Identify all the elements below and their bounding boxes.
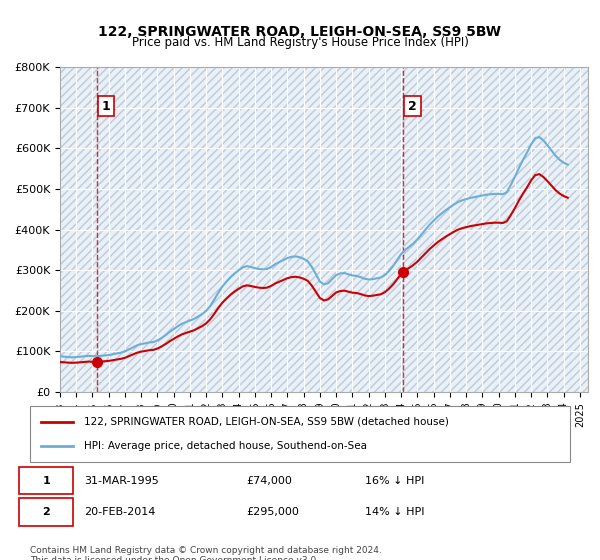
- Text: 2: 2: [43, 507, 50, 517]
- Text: 20-FEB-2014: 20-FEB-2014: [84, 507, 155, 517]
- Text: 122, SPRINGWATER ROAD, LEIGH-ON-SEA, SS9 5BW (detached house): 122, SPRINGWATER ROAD, LEIGH-ON-SEA, SS9…: [84, 417, 449, 427]
- Text: Contains HM Land Registry data © Crown copyright and database right 2024.
This d: Contains HM Land Registry data © Crown c…: [30, 546, 382, 560]
- Text: Price paid vs. HM Land Registry's House Price Index (HPI): Price paid vs. HM Land Registry's House …: [131, 36, 469, 49]
- Text: 14% ↓ HPI: 14% ↓ HPI: [365, 507, 424, 517]
- FancyBboxPatch shape: [19, 498, 73, 526]
- Text: HPI: Average price, detached house, Southend-on-Sea: HPI: Average price, detached house, Sout…: [84, 441, 367, 451]
- Bar: [60, 67, 588, 392]
- Text: 16% ↓ HPI: 16% ↓ HPI: [365, 475, 424, 486]
- Text: 31-MAR-1995: 31-MAR-1995: [84, 475, 159, 486]
- Text: £74,000: £74,000: [246, 475, 292, 486]
- Text: 1: 1: [43, 475, 50, 486]
- FancyBboxPatch shape: [19, 467, 73, 494]
- FancyBboxPatch shape: [30, 406, 570, 462]
- Text: £295,000: £295,000: [246, 507, 299, 517]
- Text: 122, SPRINGWATER ROAD, LEIGH-ON-SEA, SS9 5BW: 122, SPRINGWATER ROAD, LEIGH-ON-SEA, SS9…: [98, 25, 502, 39]
- Text: 2: 2: [408, 100, 417, 113]
- Text: 1: 1: [101, 100, 110, 113]
